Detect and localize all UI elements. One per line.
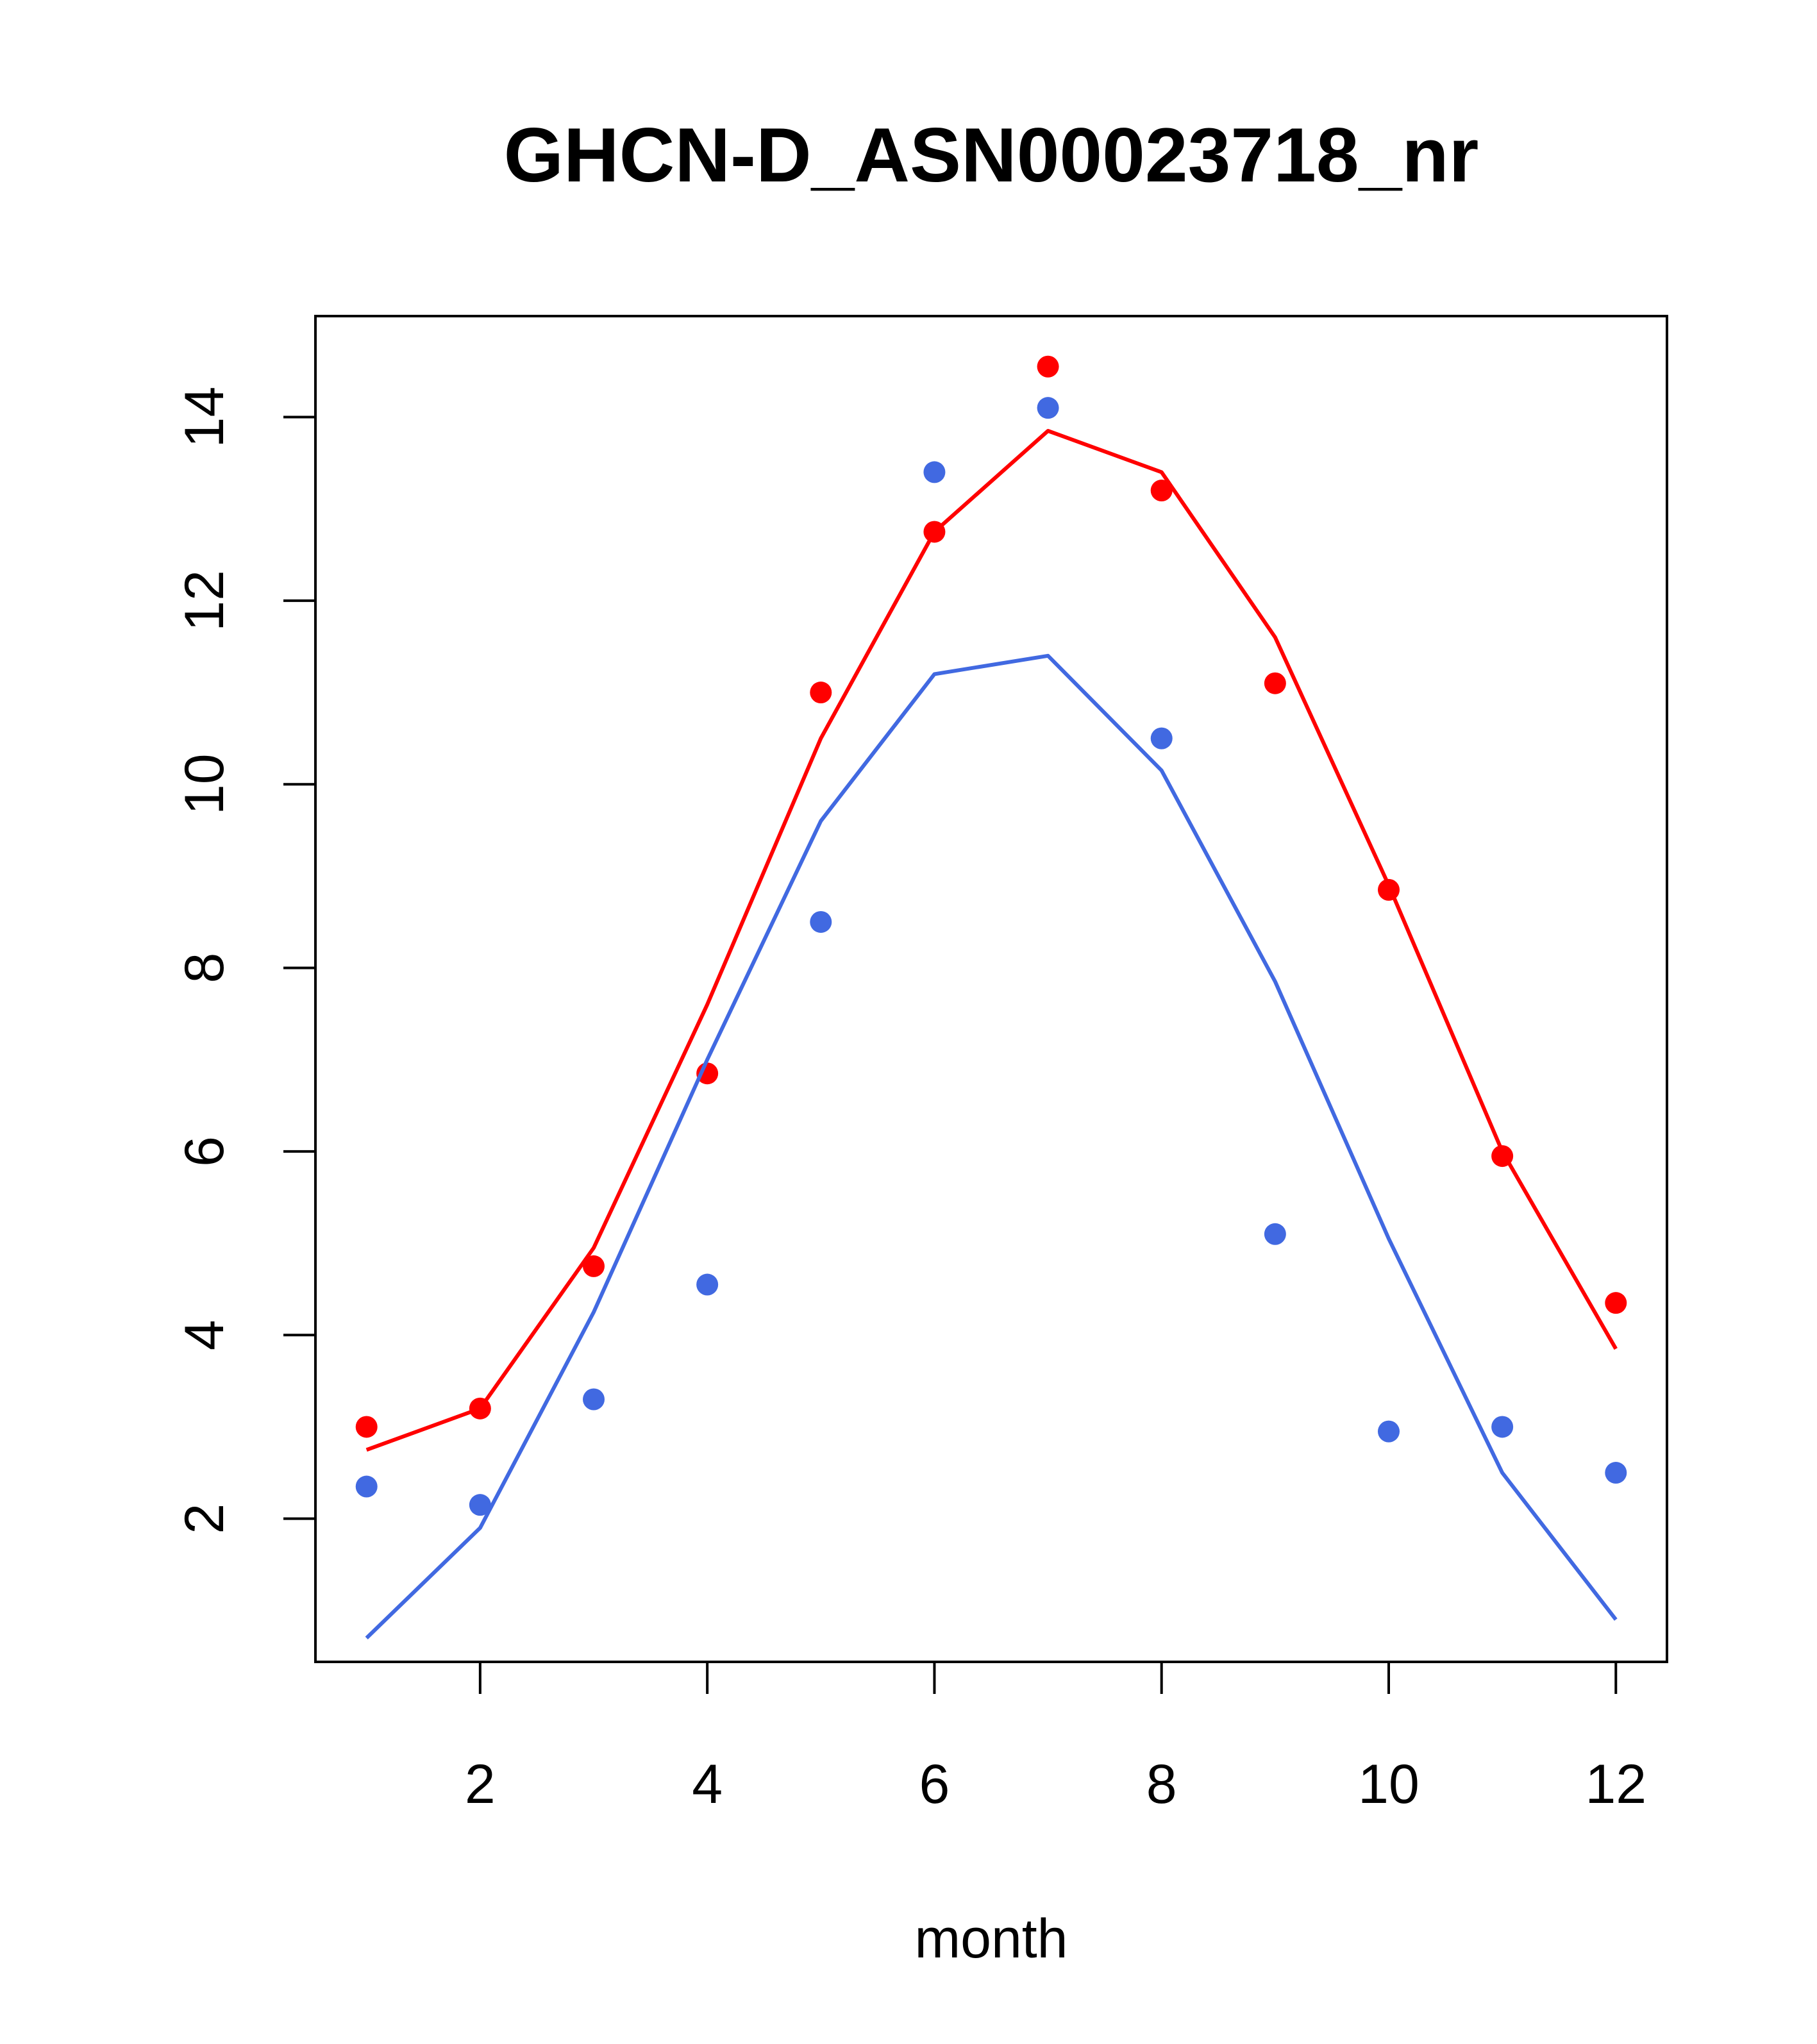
series-2-point-8 — [1150, 727, 1173, 750]
series-1-point-9 — [1264, 672, 1286, 694]
y-tick-label-8: 8 — [174, 953, 235, 984]
series-1-point-10 — [1378, 878, 1400, 901]
x-tick-label-8: 8 — [1146, 1754, 1177, 1815]
series-1-point-7 — [1037, 355, 1059, 378]
x-tick-label-6: 6 — [919, 1754, 950, 1815]
series-2-point-7 — [1037, 397, 1059, 419]
series-2-point-3 — [583, 1388, 605, 1411]
series-2-point-6 — [923, 461, 946, 483]
series-1-point-3 — [583, 1255, 605, 1277]
series-2-line — [365, 653, 1618, 1639]
y-axis: 2 4 6 8 10 12 14 — [174, 387, 317, 1534]
series-layer — [355, 355, 1627, 1639]
series-1-point-12 — [1605, 1292, 1627, 1314]
y-tick-label-10: 10 — [174, 753, 235, 815]
x-tick-label-2: 2 — [465, 1754, 496, 1815]
y-tick-label-2: 2 — [174, 1504, 235, 1534]
chart-title: GHCN-D_ASN00023718_nr — [504, 112, 1479, 198]
y-tick-label-4: 4 — [174, 1319, 235, 1350]
series-1-point-5 — [810, 682, 832, 704]
y-tick-label-6: 6 — [174, 1136, 235, 1167]
y-tick-label-12: 12 — [174, 570, 235, 632]
series-1-point-6 — [923, 521, 946, 543]
series-2-point-2 — [469, 1494, 491, 1516]
series-1-point-8 — [1150, 480, 1173, 502]
series-1-point-2 — [469, 1397, 491, 1420]
series-1-point-1 — [355, 1416, 378, 1438]
x-tick-label-10: 10 — [1358, 1754, 1419, 1815]
series-2-point-9 — [1264, 1223, 1286, 1245]
series-2-point-1 — [355, 1475, 378, 1498]
x-tick-label-12: 12 — [1585, 1754, 1646, 1815]
series-2-point-11 — [1491, 1416, 1514, 1438]
x-axis: 2 4 6 8 10 12 — [465, 1661, 1646, 1815]
y-tick-label-14: 14 — [174, 387, 235, 448]
x-tick-label-4: 4 — [692, 1754, 723, 1815]
x-axis-label: month — [914, 1908, 1068, 1970]
series-1-point-11 — [1491, 1145, 1514, 1168]
series-2-point-4 — [696, 1273, 719, 1296]
series-2-point-10 — [1378, 1420, 1400, 1443]
series-2-point-5 — [810, 910, 832, 933]
series-2-point-12 — [1605, 1462, 1627, 1484]
series-1-line — [365, 429, 1618, 1452]
